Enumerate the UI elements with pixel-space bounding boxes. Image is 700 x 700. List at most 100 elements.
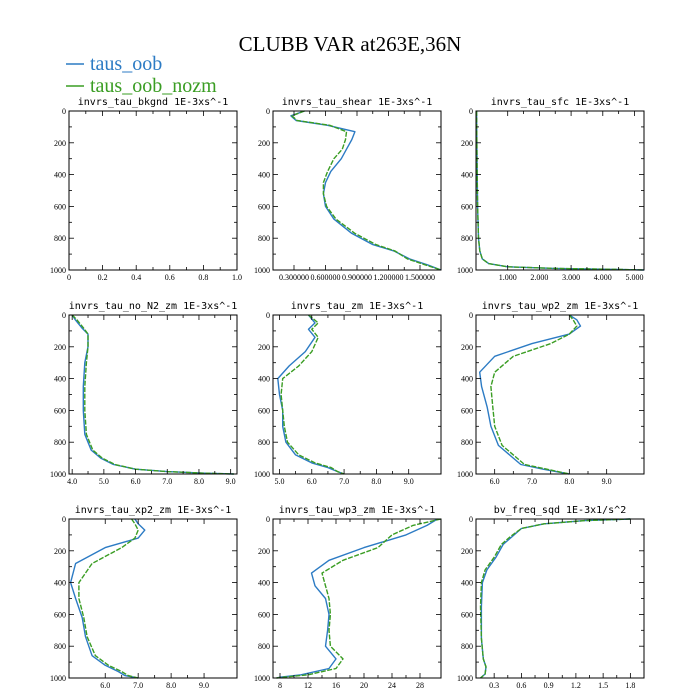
y-tick-label: 1000 <box>457 470 473 479</box>
x-tick-label: 0.300000 <box>279 273 309 282</box>
y-tick-label: 600 <box>461 610 473 619</box>
x-tick-label: 20 <box>360 681 368 690</box>
plot-frame <box>272 314 442 475</box>
plot-frame <box>68 314 238 475</box>
series-line-taus-oob <box>277 314 345 475</box>
panel-title: invrs_tau_no_N2_zm 1E-3xs^-1 <box>69 301 238 312</box>
series-line-taus-oob <box>71 314 234 475</box>
x-tick-label: 1.8 <box>625 681 635 690</box>
x-tick-label: 0.4 <box>131 273 141 282</box>
y-tick-label: 600 <box>258 202 270 211</box>
y-tick-label: 0 <box>266 107 270 116</box>
x-tick-label: 9.0 <box>602 477 612 486</box>
y-tick-label: 400 <box>54 375 66 384</box>
x-tick-label: 9.0 <box>199 681 209 690</box>
plot-frame <box>68 110 238 271</box>
x-tick-label: 4.0 <box>67 477 77 486</box>
series-line-taus-oob-nozm <box>71 314 234 475</box>
legend-label-taus-oob-nozm: taus_oob_nozm <box>90 75 217 97</box>
y-tick-label: 600 <box>54 610 66 619</box>
y-tick-label: 1000 <box>50 674 66 683</box>
chart-panel: invrs_tau_wp3_zm 1E-3xs^-1 0 200 400 600 800 1… <box>254 505 442 690</box>
series-line-taus-oob-nozm <box>78 518 139 679</box>
x-tick-label: 0 <box>67 273 71 282</box>
y-tick-label: 200 <box>461 547 473 556</box>
series-line-taus-oob-nozm <box>490 314 578 475</box>
y-tick-label: 400 <box>461 375 473 384</box>
y-tick-label: 0 <box>62 107 66 116</box>
x-tick-label: 7.0 <box>162 477 172 486</box>
chart-panel: bv_freq_sqd 1E-3x1/s^2 0 200 400 600 800 1000 0… <box>457 505 645 690</box>
x-tick-label: 8.0 <box>194 477 204 486</box>
x-tick-label: 1.200000 <box>374 273 404 282</box>
plot-frame <box>68 518 238 679</box>
y-tick-label: 800 <box>461 642 473 651</box>
y-tick-label: 400 <box>461 171 473 180</box>
x-tick-label: 6.0 <box>131 477 141 486</box>
x-tick-label: 6.0 <box>490 477 500 486</box>
x-tick-label: 8.0 <box>371 477 381 486</box>
y-tick-label: 800 <box>258 438 270 447</box>
x-tick-label: 1.000 <box>499 273 517 282</box>
panel-title: invrs_tau_bkgnd 1E-3xs^-1 <box>78 97 229 108</box>
x-tick-label: 0.6 <box>165 273 175 282</box>
x-tick-label: 8.0 <box>166 681 176 690</box>
y-tick-label: 200 <box>461 343 473 352</box>
y-tick-label: 0 <box>266 311 270 320</box>
y-tick-label: 200 <box>461 139 473 148</box>
y-tick-label: 1000 <box>50 470 66 479</box>
y-tick-label: 800 <box>461 234 473 243</box>
x-tick-label: 16 <box>332 681 340 690</box>
x-tick-label: 8.0 <box>564 477 574 486</box>
y-tick-label: 600 <box>461 202 473 211</box>
y-tick-label: 0 <box>266 515 270 524</box>
x-tick-label: 7.0 <box>339 477 349 486</box>
chart-panel: invrs_tau_no_N2_zm 1E-3xs^-10 200 400 600 80… <box>50 301 238 486</box>
panel-title: invrs_tau_zm 1E-3xs^-1 <box>291 301 423 312</box>
x-tick-label: 4.000 <box>594 273 612 282</box>
x-tick-label: 1.0 <box>232 273 242 282</box>
panel-title: invrs_tau_wp2_zm 1E-3xs^-1 <box>482 301 639 312</box>
chart-panel: invrs_tau_zm 1E-3xs^-1 0 200 400 600 800 1000 5… <box>254 301 442 486</box>
y-tick-label: 200 <box>258 139 270 148</box>
x-tick-label: 24 <box>388 681 396 690</box>
x-tick-label: 28 <box>416 681 424 690</box>
x-tick-label: 9.0 <box>226 477 236 486</box>
chart-panel: invrs_tau_bkgnd 1E-3xs^-1 0 200 400 600 800 10… <box>50 97 242 282</box>
y-tick-label: 600 <box>54 202 66 211</box>
y-tick-label: 400 <box>258 171 270 180</box>
plot-frame <box>272 518 442 679</box>
series-line-taus-oob <box>475 110 645 271</box>
x-tick-label: 7.0 <box>527 477 537 486</box>
x-tick-label: 0.8 <box>198 273 208 282</box>
y-tick-label: 0 <box>62 515 66 524</box>
y-tick-label: 600 <box>54 406 66 415</box>
chart-panel: invrs_tau_wp2_zm 1E-3xs^-1 0 200 400 600 800 1… <box>457 301 645 486</box>
series-line-taus-oob <box>479 314 582 475</box>
panels: invrs_tau_bkgnd 1E-3xs^-1020040060080010… <box>50 97 645 690</box>
y-tick-label: 200 <box>258 547 270 556</box>
series-line-taus-oob-nozm <box>475 110 645 271</box>
x-tick-label: 0.6 <box>516 681 526 690</box>
y-tick-label: 1000 <box>254 674 270 683</box>
y-tick-label: 400 <box>258 579 270 588</box>
panel-title: invrs_tau_xp2_zm 1E-3xs^-1 <box>75 505 232 516</box>
x-tick-label: 0.9 <box>544 681 554 690</box>
plot-frame <box>475 518 645 679</box>
x-tick-label: 3.000 <box>562 273 580 282</box>
y-tick-label: 1000 <box>457 266 473 275</box>
y-tick-label: 200 <box>54 547 66 556</box>
y-tick-label: 1000 <box>50 266 66 275</box>
series-line-taus-oob <box>290 110 442 271</box>
x-tick-label: 0.900000 <box>342 273 372 282</box>
series-line-taus-oob-nozm <box>280 314 345 475</box>
y-tick-label: 200 <box>54 139 66 148</box>
y-tick-label: 800 <box>258 642 270 651</box>
y-tick-label: 800 <box>54 438 66 447</box>
y-tick-label: 800 <box>54 234 66 243</box>
series-line-taus-oob-nozm <box>291 110 442 271</box>
x-tick-label: 6.0 <box>307 477 317 486</box>
y-tick-label: 400 <box>54 579 66 588</box>
y-tick-label: 1000 <box>254 266 270 275</box>
